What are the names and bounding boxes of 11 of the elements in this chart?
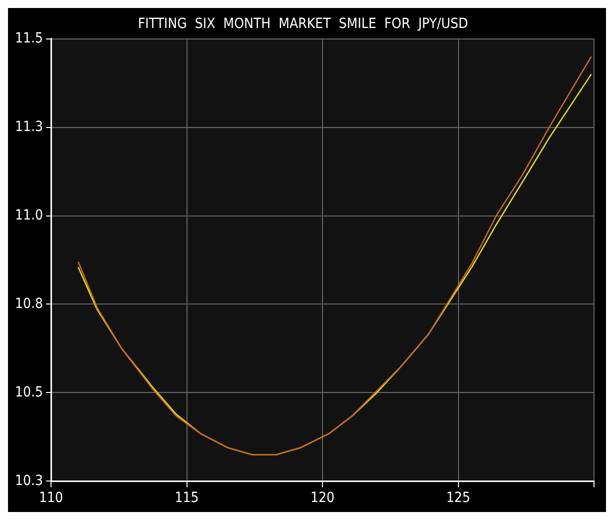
y-tick-label: 11.3 [14, 118, 44, 135]
y-tick-label: 10.8 [14, 296, 44, 312]
x-tick-label: 115 [174, 490, 199, 506]
x-tick-label: 120 [310, 490, 335, 506]
y-tick-label: 11.0 [14, 207, 44, 224]
chart-title: FITTING SIX MONTH MARKET SMILE FOR JPY/USD [138, 16, 468, 32]
y-tick-label: 10.3 [14, 472, 44, 489]
x-tick-label: 110 [39, 490, 64, 506]
y-tick-label: 11.5 [14, 30, 44, 46]
y-tick-label: 10.5 [14, 384, 44, 400]
x-tick-label: 125 [446, 490, 470, 506]
